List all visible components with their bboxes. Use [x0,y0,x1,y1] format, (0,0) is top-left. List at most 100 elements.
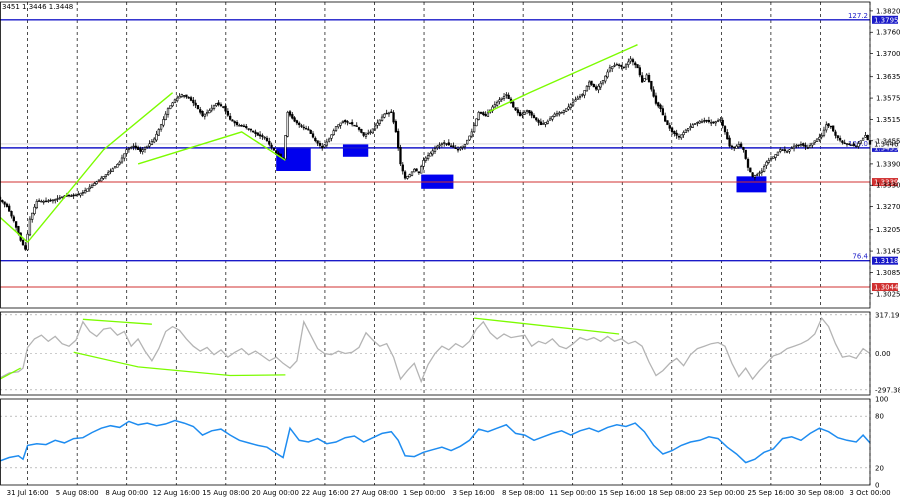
candle-body [567,106,570,110]
candle-body [613,65,616,67]
price-trendline [487,44,638,113]
candle-body [155,133,158,141]
level-fib-label: 76.4 [852,253,868,261]
candle-body [852,143,856,146]
rsi-tick-label: 100 [875,396,888,404]
candle-body [40,200,43,203]
candle-body [776,151,780,156]
candle-body [445,143,448,145]
candle-body [249,128,253,131]
candle-body [252,130,255,133]
candle-body [415,168,418,172]
cci-line [0,316,871,384]
candle-body [383,113,386,118]
candle-body [746,159,750,168]
series-layer [0,56,872,464]
level-label: 1.3044 [874,284,899,292]
candle-body [355,125,358,127]
candle-body [797,144,800,146]
candle-body [802,143,805,146]
cci-trendline [82,318,152,325]
candle-body [56,198,59,200]
candle-body [479,111,483,114]
candle-body [392,112,395,123]
candle-body [707,120,711,123]
candle-body [498,99,501,102]
support-box [276,147,311,172]
candle-body [42,200,45,203]
candle-body [86,188,89,192]
candle-body [528,110,531,114]
candle-body [571,101,575,106]
candle-body [371,128,375,134]
candle-body [81,192,85,194]
candle-body [314,137,317,142]
candle-body [682,132,685,136]
candle-body [617,64,621,66]
candle-body [843,142,846,145]
candle-body [37,200,41,202]
candle-body [286,112,289,137]
candle-body [341,120,345,124]
candle-body [123,153,126,159]
candle-body [229,115,232,120]
price-tick-label: 1.3515 [876,116,900,124]
candle-body [390,111,393,113]
candle-body [484,114,487,117]
candle-body [203,113,206,117]
candle-body [49,199,52,202]
candle-body [231,119,234,122]
candle-body [456,148,460,151]
candle-body [583,90,586,96]
candle-body [680,134,683,139]
candle-body [698,120,701,124]
candle-body [753,175,757,178]
candle-body [604,75,607,82]
candle-body [159,124,163,130]
candle-body [399,147,402,165]
candle-body [555,113,559,116]
candle-body [70,195,73,197]
candle-body [475,118,478,127]
candle-body [304,128,308,130]
price-tick-label: 1.3760 [876,29,900,37]
candle-body [832,125,835,132]
candle-body [689,126,692,128]
candle-body [822,129,826,136]
candle-body [387,112,391,115]
candle-body [431,150,434,155]
candle-body [735,145,738,149]
candle-body [397,130,400,149]
candle-body [178,95,181,99]
candle-body [60,196,64,198]
candle-body [765,161,768,166]
candle-body [374,125,377,130]
candle-body [525,110,529,112]
support-box [342,144,369,157]
candle-body [739,143,743,148]
candle-body [263,136,266,139]
candle-body [532,115,536,118]
candle-body [58,197,61,199]
x-tick-label: 18 Sep 08:00 [648,489,695,497]
candle-body [424,157,427,161]
candle-body [472,125,476,133]
candle-body [14,221,18,228]
candle-body [859,140,862,144]
candle-body [134,145,137,149]
x-tick-label: 8 Sep 08:00 [502,489,544,497]
price-trendline [0,216,29,243]
candle-body [599,82,602,88]
x-tick-label: 25 Sep 16:00 [748,489,795,497]
candle-body [829,125,833,128]
candle-body [300,125,303,127]
candle-body [219,104,223,107]
candle-body [848,143,851,145]
candle-body [726,132,729,140]
candle-body [346,121,349,123]
candle-body [272,148,276,151]
candle-body [449,145,453,147]
candle-body [44,200,48,203]
candle-body [321,146,324,149]
candle-body [226,110,230,116]
